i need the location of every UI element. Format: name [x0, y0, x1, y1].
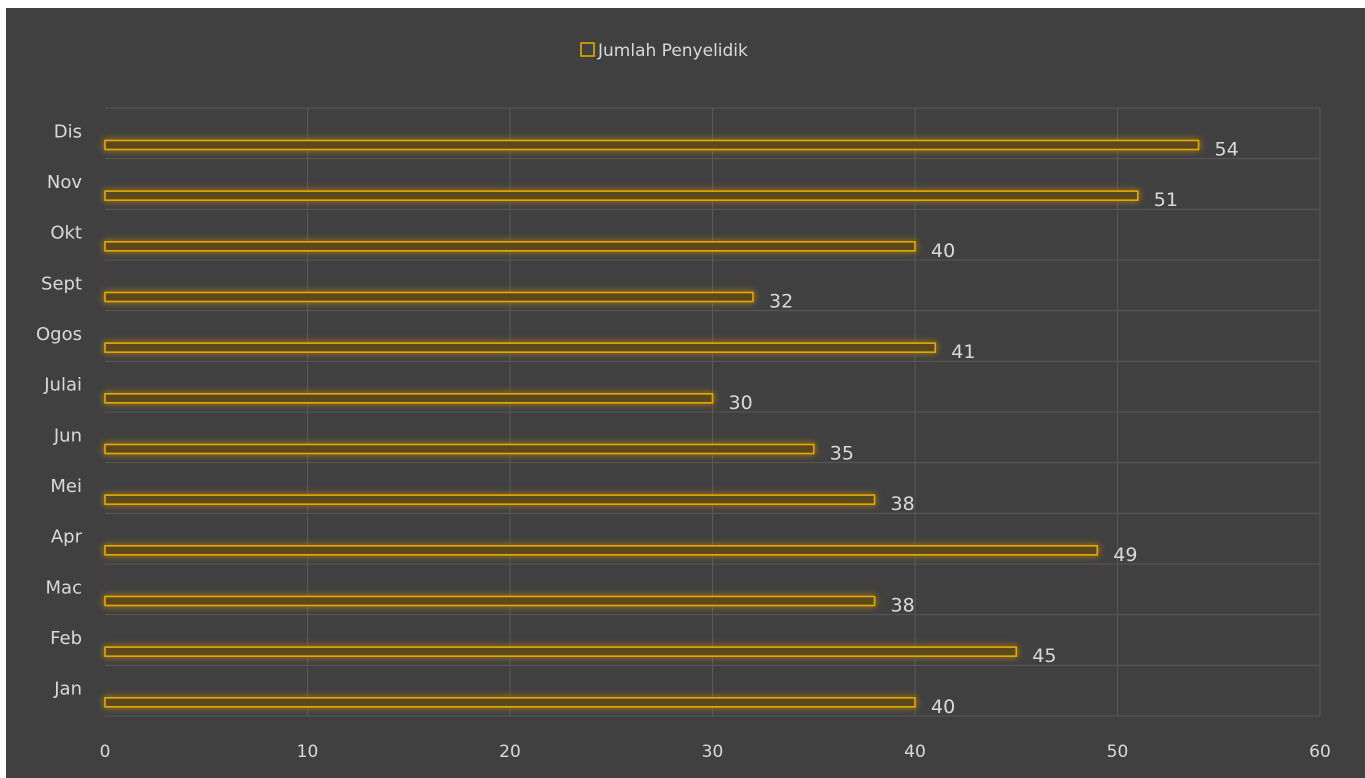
bar-nov	[104, 190, 1139, 201]
x-tick-label: 10	[297, 742, 319, 762]
value-axis: 0 10 20 30 40 50 60	[100, 742, 1331, 762]
data-label-okt: 40	[931, 240, 955, 262]
category-label-okt: Okt	[50, 223, 82, 244]
category-label-nov: Nov	[47, 172, 82, 193]
data-label-nov: 51	[1154, 189, 1178, 211]
legend-entry: Jumlah Penyelidik	[597, 41, 748, 61]
data-label-julai: 30	[729, 392, 753, 414]
bar-sept	[104, 291, 754, 303]
bar-dis	[104, 139, 1200, 151]
x-tick-label: 20	[499, 742, 521, 762]
x-tick-label: 40	[904, 742, 926, 762]
bar-julai	[104, 393, 714, 404]
data-label-ogos: 41	[951, 341, 975, 363]
data-label-feb: 45	[1032, 645, 1056, 667]
chart-legend: Jumlah Penyelidik	[580, 41, 748, 61]
data-label-jun: 35	[830, 442, 854, 464]
category-label-ogos: Ogos	[36, 324, 82, 345]
data-label-mac: 38	[891, 594, 915, 616]
data-label-mei: 38	[891, 493, 915, 515]
category-axis: Jan Feb Mac Apr Mei Jun Julai Ogos Sept Okt Nov Dis	[36, 121, 83, 699]
bar-ogos	[104, 342, 937, 353]
legend-swatch	[580, 42, 595, 57]
category-label-jun: Jun	[53, 425, 82, 446]
bar-jun	[104, 443, 815, 455]
bar-jan	[104, 697, 916, 708]
category-label-apr: Apr	[51, 527, 83, 548]
category-label-mac: Mac	[46, 577, 82, 598]
data-label-dis: 54	[1215, 138, 1239, 160]
x-tick-label: 50	[1107, 742, 1129, 762]
x-tick-label: 30	[702, 742, 724, 762]
category-label-dis: Dis	[54, 121, 82, 142]
category-label-mei: Mei	[50, 476, 82, 497]
category-label-sept: Sept	[41, 273, 82, 294]
category-label-julai: Julai	[43, 375, 82, 396]
bar-okt	[104, 241, 916, 252]
category-label-feb: Feb	[50, 628, 82, 649]
data-label-apr: 49	[1113, 544, 1137, 566]
data-labels: 40 45 38 49 38 35 30 41 32 40 51 54	[729, 138, 1239, 717]
x-tick-label: 60	[1309, 742, 1331, 762]
grid-lines	[105, 107, 1321, 717]
bar-mac	[104, 595, 876, 607]
bars	[104, 139, 1200, 708]
bar-apr	[104, 545, 1099, 556]
bar-mei	[104, 494, 876, 505]
data-label-sept: 32	[769, 290, 793, 312]
category-label-jan: Jan	[53, 679, 82, 700]
bar-feb	[104, 646, 1018, 657]
x-tick-label: 0	[100, 742, 111, 762]
data-label-jan: 40	[931, 696, 955, 718]
